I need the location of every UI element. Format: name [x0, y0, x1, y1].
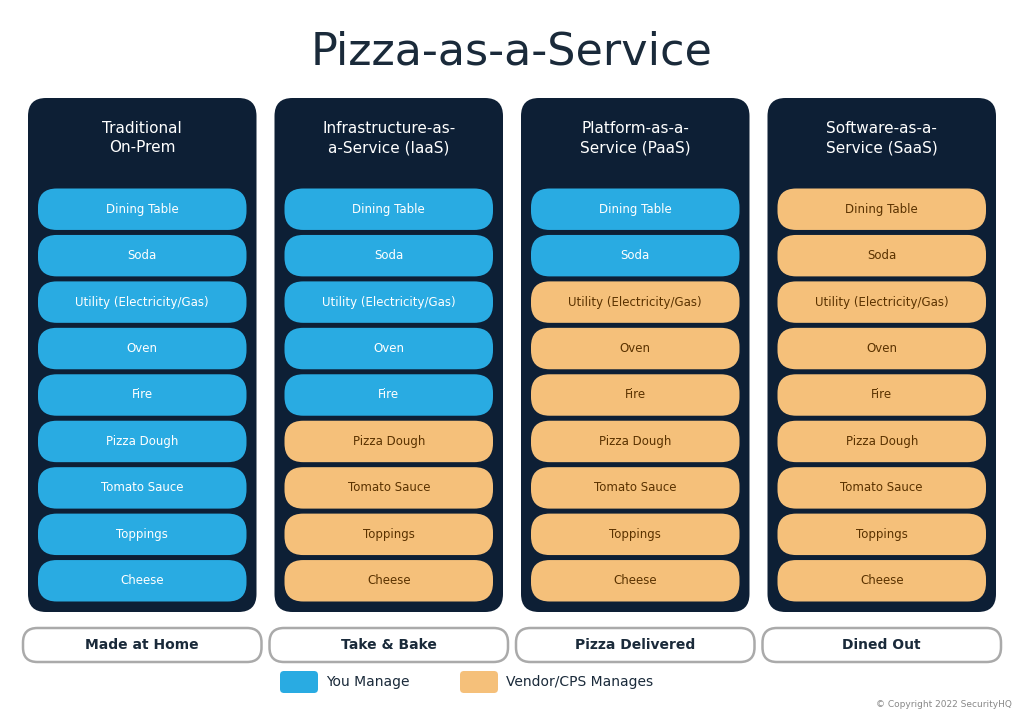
- Text: Utility (Electricity/Gas): Utility (Electricity/Gas): [568, 295, 702, 308]
- Text: Pizza-as-a-Service: Pizza-as-a-Service: [311, 31, 713, 74]
- Text: Pizza Dough: Pizza Dough: [106, 435, 178, 448]
- FancyBboxPatch shape: [38, 560, 247, 602]
- Text: Pizza Dough: Pizza Dough: [352, 435, 425, 448]
- Text: Pizza Dough: Pizza Dough: [846, 435, 918, 448]
- FancyBboxPatch shape: [531, 467, 739, 508]
- FancyBboxPatch shape: [777, 189, 986, 230]
- Text: Cheese: Cheese: [860, 574, 903, 587]
- FancyBboxPatch shape: [777, 281, 986, 323]
- FancyBboxPatch shape: [269, 628, 508, 662]
- FancyBboxPatch shape: [38, 189, 247, 230]
- FancyBboxPatch shape: [285, 235, 493, 276]
- Text: Vendor/CPS Manages: Vendor/CPS Manages: [506, 675, 653, 689]
- FancyBboxPatch shape: [285, 374, 493, 416]
- FancyBboxPatch shape: [777, 421, 986, 462]
- FancyBboxPatch shape: [768, 98, 996, 612]
- Text: Toppings: Toppings: [609, 528, 662, 541]
- FancyBboxPatch shape: [285, 281, 493, 323]
- FancyBboxPatch shape: [516, 628, 755, 662]
- FancyBboxPatch shape: [531, 374, 739, 416]
- Text: Tomato Sauce: Tomato Sauce: [101, 481, 183, 495]
- FancyBboxPatch shape: [777, 235, 986, 276]
- Text: Utility (Electricity/Gas): Utility (Electricity/Gas): [322, 295, 456, 308]
- Text: Soda: Soda: [128, 250, 157, 262]
- Text: Traditional
On-Prem: Traditional On-Prem: [102, 121, 182, 155]
- Text: Toppings: Toppings: [362, 528, 415, 541]
- FancyBboxPatch shape: [777, 513, 986, 555]
- FancyBboxPatch shape: [280, 671, 318, 693]
- Text: Tomato Sauce: Tomato Sauce: [841, 481, 923, 495]
- FancyBboxPatch shape: [38, 421, 247, 462]
- FancyBboxPatch shape: [531, 281, 739, 323]
- Text: Software-as-a-
Service (SaaS): Software-as-a- Service (SaaS): [826, 121, 938, 155]
- FancyBboxPatch shape: [531, 513, 739, 555]
- FancyBboxPatch shape: [521, 98, 750, 612]
- Text: Take & Bake: Take & Bake: [341, 638, 436, 652]
- FancyBboxPatch shape: [285, 513, 493, 555]
- FancyBboxPatch shape: [531, 560, 739, 602]
- Text: Cheese: Cheese: [613, 574, 657, 587]
- Text: Dining Table: Dining Table: [599, 203, 672, 216]
- FancyBboxPatch shape: [38, 281, 247, 323]
- FancyBboxPatch shape: [460, 671, 498, 693]
- FancyBboxPatch shape: [285, 467, 493, 508]
- FancyBboxPatch shape: [38, 235, 247, 276]
- Text: Toppings: Toppings: [117, 528, 168, 541]
- FancyBboxPatch shape: [531, 189, 739, 230]
- Text: Infrastructure-as-
a-Service (IaaS): Infrastructure-as- a-Service (IaaS): [323, 121, 456, 155]
- Text: © Copyright 2022 SecurityHQ: © Copyright 2022 SecurityHQ: [877, 700, 1012, 709]
- Text: Dining Table: Dining Table: [105, 203, 178, 216]
- FancyBboxPatch shape: [777, 328, 986, 369]
- FancyBboxPatch shape: [285, 328, 493, 369]
- FancyBboxPatch shape: [777, 560, 986, 602]
- FancyBboxPatch shape: [531, 328, 739, 369]
- FancyBboxPatch shape: [285, 189, 493, 230]
- FancyBboxPatch shape: [285, 421, 493, 462]
- Text: Soda: Soda: [621, 250, 650, 262]
- FancyBboxPatch shape: [285, 560, 493, 602]
- Text: Oven: Oven: [866, 342, 897, 355]
- Text: You Manage: You Manage: [326, 675, 410, 689]
- Text: Pizza Delivered: Pizza Delivered: [575, 638, 695, 652]
- Text: Dining Table: Dining Table: [352, 203, 425, 216]
- Text: Pizza Dough: Pizza Dough: [599, 435, 672, 448]
- FancyBboxPatch shape: [777, 467, 986, 508]
- FancyBboxPatch shape: [763, 628, 1001, 662]
- Text: Soda: Soda: [867, 250, 896, 262]
- Text: Oven: Oven: [620, 342, 650, 355]
- Text: Toppings: Toppings: [856, 528, 907, 541]
- Text: Made at Home: Made at Home: [85, 638, 199, 652]
- FancyBboxPatch shape: [777, 374, 986, 416]
- Text: Fire: Fire: [132, 389, 153, 402]
- FancyBboxPatch shape: [38, 328, 247, 369]
- Text: Dining Table: Dining Table: [846, 203, 919, 216]
- Text: Oven: Oven: [374, 342, 404, 355]
- Text: Fire: Fire: [625, 389, 646, 402]
- FancyBboxPatch shape: [38, 374, 247, 416]
- FancyBboxPatch shape: [38, 513, 247, 555]
- Text: Utility (Electricity/Gas): Utility (Electricity/Gas): [815, 295, 948, 308]
- Text: Fire: Fire: [871, 389, 892, 402]
- FancyBboxPatch shape: [38, 467, 247, 508]
- Text: Oven: Oven: [127, 342, 158, 355]
- Text: Tomato Sauce: Tomato Sauce: [594, 481, 677, 495]
- Text: Utility (Electricity/Gas): Utility (Electricity/Gas): [76, 295, 209, 308]
- Text: Fire: Fire: [378, 389, 399, 402]
- FancyBboxPatch shape: [23, 628, 261, 662]
- FancyBboxPatch shape: [531, 235, 739, 276]
- Text: Tomato Sauce: Tomato Sauce: [347, 481, 430, 495]
- Text: Cheese: Cheese: [121, 574, 164, 587]
- Text: Cheese: Cheese: [367, 574, 411, 587]
- FancyBboxPatch shape: [28, 98, 256, 612]
- Text: Dined Out: Dined Out: [843, 638, 921, 652]
- FancyBboxPatch shape: [274, 98, 503, 612]
- FancyBboxPatch shape: [531, 421, 739, 462]
- Text: Soda: Soda: [374, 250, 403, 262]
- Text: Platform-as-a-
Service (PaaS): Platform-as-a- Service (PaaS): [580, 121, 690, 155]
